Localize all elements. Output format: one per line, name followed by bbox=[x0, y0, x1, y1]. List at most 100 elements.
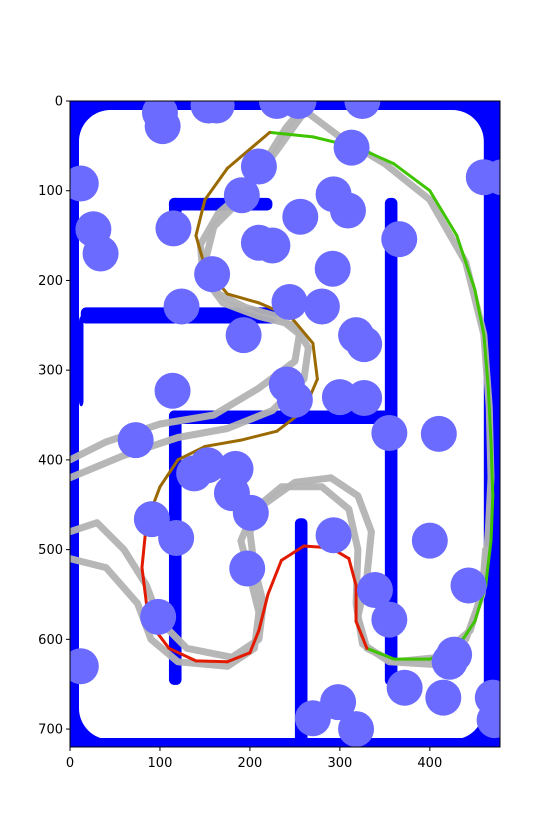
reference-path-segment bbox=[266, 558, 283, 596]
reference-path-segment bbox=[392, 162, 432, 193]
obstacle-disk bbox=[140, 598, 177, 635]
obstacle-disk bbox=[346, 379, 383, 416]
x-axis: 0 100 200 300 400 bbox=[66, 747, 442, 771]
reference-path-segment bbox=[248, 628, 261, 655]
obstacle-disk bbox=[346, 326, 383, 363]
obstacle-disk bbox=[303, 288, 340, 325]
reference-path-segment bbox=[167, 646, 198, 663]
obstacle-disk bbox=[371, 414, 408, 451]
obstacle-disk bbox=[420, 415, 457, 452]
obstacle-disk bbox=[225, 317, 262, 354]
obstacle-disk bbox=[276, 381, 313, 418]
reference-path-segment bbox=[176, 444, 207, 462]
obstacle-disk bbox=[314, 250, 351, 287]
obstacle-disk bbox=[386, 669, 423, 706]
y-tick-label: 200 bbox=[38, 274, 63, 289]
axes-frame bbox=[69, 100, 501, 748]
y-tick-label: 300 bbox=[38, 364, 63, 379]
reference-path-segment bbox=[225, 651, 252, 664]
obstacle-disk bbox=[344, 101, 381, 119]
obstacle-disk bbox=[483, 159, 500, 196]
obstacle-disk bbox=[356, 571, 393, 608]
reference-path-segment bbox=[365, 646, 396, 661]
obstacles bbox=[70, 101, 500, 747]
trajectory-line bbox=[70, 483, 490, 670]
reference-path-segment bbox=[140, 566, 148, 605]
y-tick-label: 700 bbox=[38, 723, 63, 738]
x-tick-label: 0 bbox=[66, 756, 74, 771]
obstacle-disk bbox=[254, 227, 291, 264]
y-tick-label: 0 bbox=[55, 95, 63, 110]
obstacle-disk bbox=[117, 422, 154, 459]
obstacle-disk bbox=[450, 567, 487, 604]
obstacle-disk bbox=[240, 148, 277, 185]
x-tick-label: 300 bbox=[327, 756, 352, 771]
reference-path-segment bbox=[482, 332, 490, 390]
reference-path-segment bbox=[347, 557, 358, 587]
obstacle-disk bbox=[144, 108, 181, 145]
obstacle-disk bbox=[282, 198, 319, 235]
obstacle-disk bbox=[338, 711, 375, 747]
obstacle-disk bbox=[381, 221, 418, 258]
obstacle-disk bbox=[223, 177, 260, 214]
wall-segment bbox=[70, 101, 79, 747]
obstacle-disk bbox=[280, 101, 317, 119]
obstacle-disk bbox=[70, 648, 99, 685]
reference-path-segment bbox=[484, 539, 493, 587]
obstacle-disk bbox=[333, 129, 370, 166]
obstacle-disk bbox=[176, 455, 213, 492]
reference-path-segment bbox=[268, 130, 315, 139]
obstacle-disk bbox=[371, 601, 408, 638]
wall-segment bbox=[294, 518, 308, 747]
reference-path-segment bbox=[489, 440, 495, 498]
obstacle-disk bbox=[70, 165, 99, 202]
obstacle-disk bbox=[229, 550, 266, 587]
obstacle-disk bbox=[163, 288, 200, 325]
reference-path-segment bbox=[489, 494, 495, 543]
reference-path-segment bbox=[428, 189, 459, 238]
reference-path-segment bbox=[194, 198, 207, 238]
reference-path-segment bbox=[239, 429, 279, 442]
x-tick-label: 200 bbox=[238, 756, 263, 771]
y-tick-label: 600 bbox=[38, 633, 63, 648]
obstacle-disk bbox=[194, 256, 231, 293]
reference-path-segment bbox=[158, 458, 180, 489]
obstacle-disk bbox=[476, 702, 500, 739]
x-tick-label: 400 bbox=[417, 756, 442, 771]
reference-path-segment bbox=[486, 386, 493, 444]
obstacle-disk bbox=[154, 372, 191, 409]
obstacle-disk bbox=[155, 210, 192, 247]
reference-path-segment bbox=[203, 166, 229, 202]
reference-path-segment bbox=[225, 130, 272, 170]
wall-segment bbox=[70, 738, 500, 747]
wall-segment bbox=[491, 101, 500, 747]
reference-path-segment bbox=[194, 659, 229, 664]
reference-path-segment bbox=[473, 287, 486, 336]
reference-path-segment bbox=[203, 438, 243, 448]
wall-segment bbox=[78, 316, 84, 407]
obstacle-disk bbox=[329, 192, 366, 229]
reference-path-segment bbox=[279, 544, 306, 562]
obstacle-disk bbox=[431, 643, 468, 680]
reference-path-segment bbox=[257, 592, 270, 632]
obstacle-disk bbox=[271, 283, 308, 320]
reference-path-segment bbox=[311, 341, 319, 381]
x-tick-label: 100 bbox=[148, 756, 173, 771]
plot-area bbox=[70, 101, 500, 747]
y-tick-label: 500 bbox=[38, 543, 63, 558]
reference-path-segment bbox=[225, 292, 261, 305]
reference-path-segment bbox=[455, 234, 477, 291]
obstacle-disk bbox=[133, 501, 170, 538]
obstacle-disk bbox=[315, 517, 352, 554]
y-tick-label: 400 bbox=[38, 453, 63, 468]
obstacle-disk bbox=[82, 235, 119, 272]
obstacle-disk bbox=[158, 519, 195, 556]
obstacle-disk bbox=[232, 494, 269, 531]
y-tick-label: 100 bbox=[38, 184, 63, 199]
obstacle-disk bbox=[198, 101, 235, 124]
reference-path-segment bbox=[288, 314, 315, 345]
obstacle-disk bbox=[425, 679, 462, 716]
obstacle-disk bbox=[294, 700, 331, 737]
reference-path-segment bbox=[354, 619, 369, 650]
